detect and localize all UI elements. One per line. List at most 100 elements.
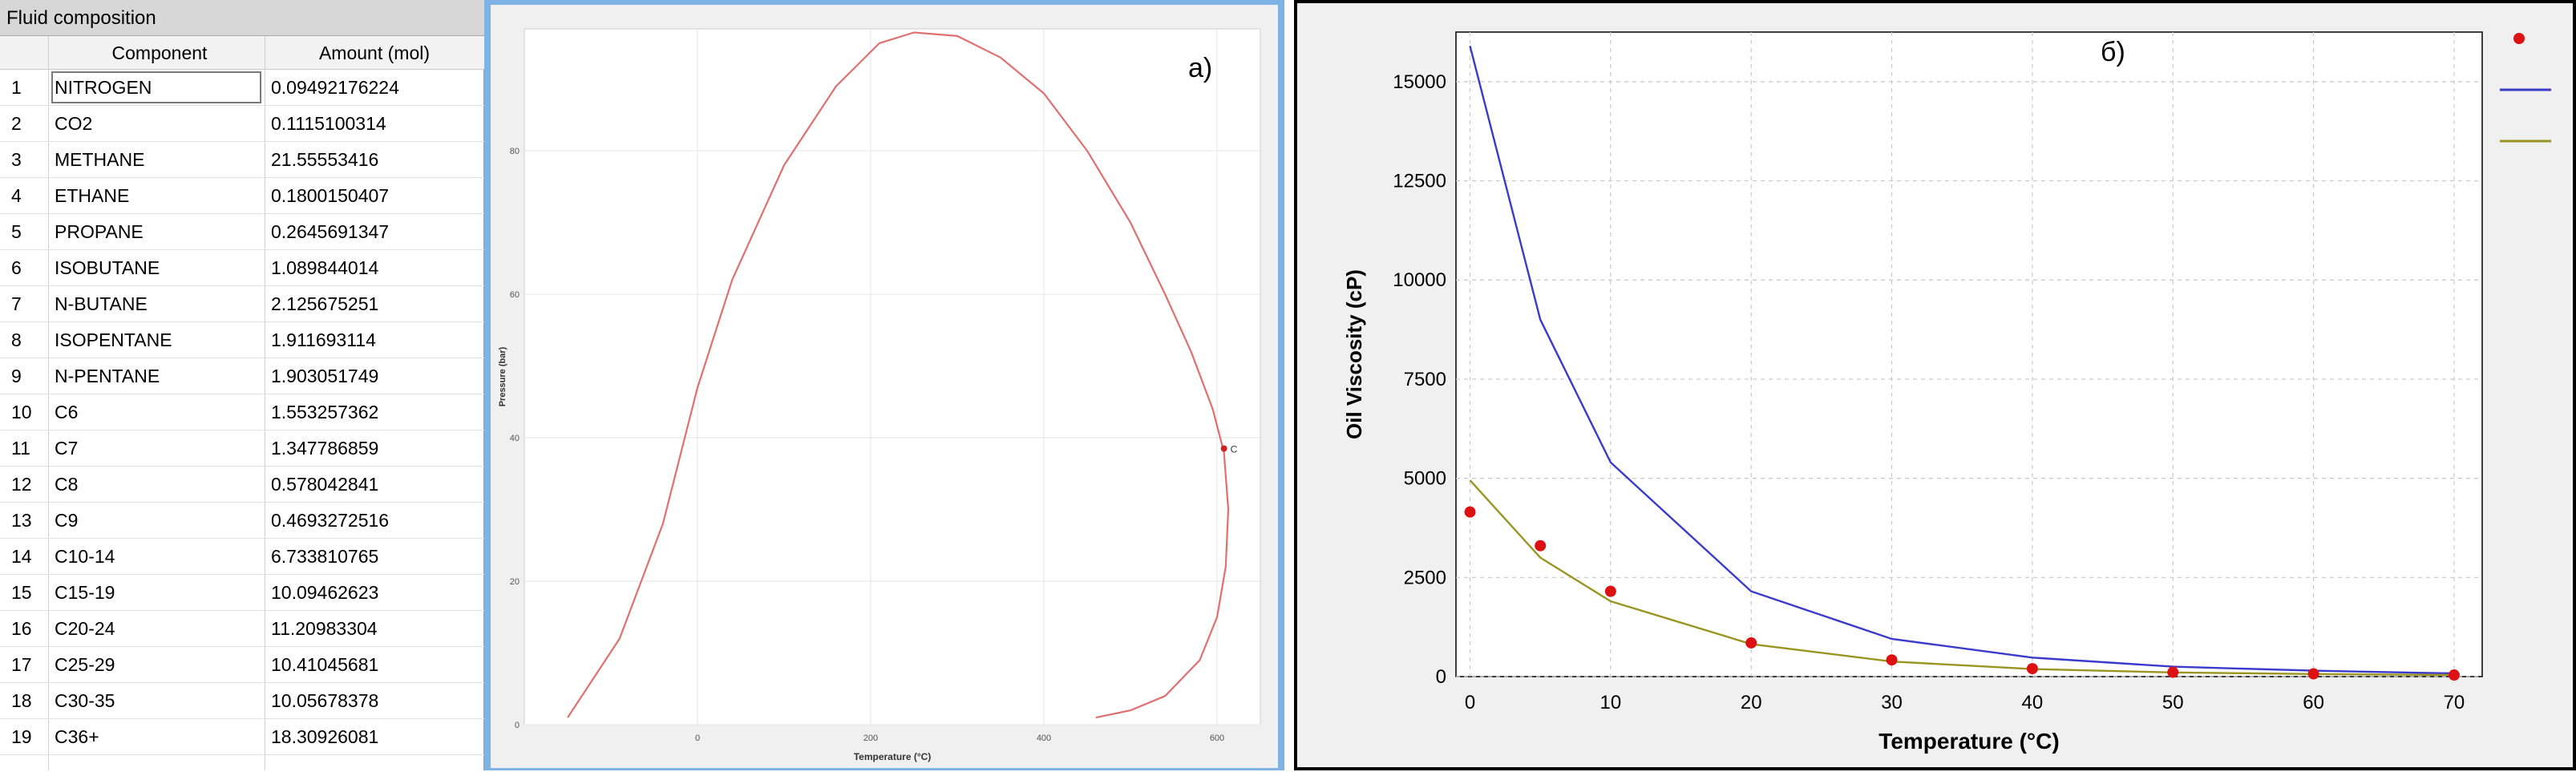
amount-cell[interactable]: 10.41045681	[271, 654, 379, 675]
row-index: 8	[11, 329, 22, 350]
table-row[interactable]: 17 C25-29 10.41045681	[0, 647, 484, 683]
table-row[interactable]: 8 ISOPENTANE 1.911693114	[0, 322, 484, 358]
data-point	[1886, 654, 1898, 666]
column-header-component[interactable]: Component	[111, 42, 208, 63]
table-row[interactable]: 15 C15-19 10.09462623	[0, 575, 484, 611]
table-row[interactable]: 7 N-BUTANE 2.125675251	[0, 286, 484, 322]
component-cell[interactable]: ISOBUTANE	[55, 257, 160, 278]
component-cell[interactable]: PROPANE	[55, 221, 144, 242]
y-tick-label: 15000	[1393, 71, 1446, 93]
amount-cell[interactable]: 6.733810765	[271, 546, 379, 567]
amount-cell[interactable]: 0.09492176224	[271, 77, 399, 98]
amount-cell[interactable]: 10.09462623	[271, 582, 379, 603]
amount-cell[interactable]: 1.903051749	[271, 366, 379, 386]
amount-cell[interactable]: 18.30926081	[271, 726, 379, 747]
amount-cell[interactable]: 0.1800150407	[271, 185, 390, 206]
component-cell[interactable]: C7	[55, 438, 79, 459]
component-cell[interactable]: C36+	[55, 726, 99, 747]
x-tick-label: 400	[1037, 734, 1051, 743]
plot-area	[524, 28, 1261, 726]
row-index: 17	[11, 654, 32, 675]
row-index: 5	[11, 221, 22, 242]
viscosity-panel: 0 10 20 30 40 50 60 70 0 2500 5000 7500 10000 12500 15…	[1294, 0, 2576, 770]
x-tick-label: 30	[1881, 692, 1903, 713]
y-tick-label: 5000	[1404, 468, 1446, 490]
component-cell[interactable]: N-BUTANE	[55, 293, 148, 314]
component-cell[interactable]: C30-35	[55, 690, 115, 711]
component-cell[interactable]: N-PENTANE	[55, 366, 160, 386]
phase-envelope-chart: 0 200 400 600 0 20 40 60 80 Temperature (°C) Press…	[498, 28, 1261, 762]
table-row[interactable]: 18 C30-35 10.05678378	[0, 683, 484, 719]
component-cell[interactable]: C8	[55, 474, 79, 495]
amount-cell[interactable]: 1.089844014	[271, 257, 379, 278]
amount-cell[interactable]: 2.125675251	[271, 293, 379, 314]
data-point	[2167, 666, 2179, 678]
row-index: 1	[11, 77, 22, 98]
row-index: 15	[11, 582, 32, 603]
row-index: 6	[11, 257, 22, 278]
x-tick-label: 10	[1600, 692, 1622, 713]
column-header-amount[interactable]: Amount (mol)	[318, 42, 431, 63]
row-index: 16	[11, 618, 32, 639]
component-cell[interactable]: ISOPENTANE	[55, 329, 172, 350]
x-tick-label: 50	[2162, 692, 2184, 713]
amount-cell[interactable]: 0.4693272516	[271, 510, 390, 531]
row-index: 2	[11, 113, 22, 134]
x-tick-label: 40	[2022, 692, 2044, 713]
x-tick-label: 0	[695, 734, 700, 743]
table-row[interactable]: 2 CO2 0.1115100314	[0, 106, 484, 142]
y-tick-label: 20	[510, 577, 520, 587]
table-row[interactable]: 9 N-PENTANE 1.903051749	[0, 358, 484, 394]
table-row[interactable]: 14 C10-14 6.733810765	[0, 539, 484, 575]
component-cell[interactable]: C15-19	[55, 582, 115, 603]
table-row[interactable]: 12 C8 0.578042841	[0, 467, 484, 503]
y-tick-label: 2500	[1404, 567, 1446, 588]
amount-cell[interactable]: 11.20983304	[271, 618, 378, 639]
component-cell[interactable]: C9	[55, 510, 79, 531]
component-cell[interactable]: ETHANE	[55, 185, 130, 206]
amount-cell[interactable]: 21.55553416	[271, 149, 379, 170]
phase-envelope-plot-area: 0 200 400 600 0 20 40 60 80 Temperature (°C) Press…	[491, 5, 1278, 768]
table-row[interactable]: 11 C7 1.347786859	[0, 430, 484, 467]
component-cell[interactable]: C25-29	[55, 654, 115, 675]
table-row[interactable]: 5 PROPANE 0.2645691347	[0, 214, 484, 250]
table-row[interactable]: 13 C9 0.4693272516	[0, 503, 484, 539]
amount-cell[interactable]: 1.553257362	[271, 402, 379, 422]
component-cell[interactable]: C6	[55, 402, 79, 422]
table-row[interactable]: 4 ETHANE 0.1800150407	[0, 178, 484, 214]
amount-cell[interactable]: 10.05678378	[271, 690, 379, 711]
amount-cell[interactable]: 1.347786859	[271, 438, 379, 459]
viscosity-chart: 0 10 20 30 40 50 60 70 0 2500 5000 7500 10000 12500 15…	[1342, 31, 2551, 754]
y-tick-label: 10000	[1393, 269, 1446, 291]
table-row[interactable]: 19 C36+ 18.30926081	[0, 719, 484, 755]
y-tick-label: 7500	[1404, 369, 1446, 390]
column-divider	[48, 36, 49, 770]
row-index: 10	[11, 402, 32, 422]
component-cell[interactable]: NITROGEN	[55, 77, 152, 98]
component-cell[interactable]: METHANE	[55, 149, 145, 170]
table-row[interactable]: 16 C20-24 11.20983304	[0, 611, 484, 647]
component-cell[interactable]: C10-14	[55, 546, 115, 567]
amount-cell[interactable]: 0.578042841	[271, 474, 379, 495]
amount-cell[interactable]: 0.1115100314	[271, 113, 386, 134]
table-row[interactable]: 10 C6 1.553257362	[0, 394, 484, 430]
x-axis-label: Temperature (°C)	[1878, 729, 2059, 754]
cell-selection-frame	[51, 71, 261, 103]
row-index: 18	[11, 690, 32, 711]
amount-cell[interactable]: 0.2645691347	[271, 221, 390, 242]
data-point	[1745, 637, 1757, 649]
fluid-composition-panel: Fluid composition Component Amount (mol)…	[0, 0, 484, 770]
amount-cell[interactable]: 1.911693114	[271, 329, 376, 350]
table-row[interactable]: 1 NITROGEN 0.09492176224	[0, 70, 484, 106]
table-header: Component Amount (mol)	[0, 36, 484, 70]
table-row[interactable]: 6 ISOBUTANE 1.089844014	[0, 250, 484, 286]
row-index: 4	[11, 185, 22, 206]
y-axis-label: Oil Viscosity (cP)	[1342, 269, 1366, 439]
plot-area	[1455, 31, 2483, 677]
data-point	[1464, 506, 1476, 518]
component-cell[interactable]: CO2	[55, 113, 93, 134]
row-index: 13	[11, 510, 32, 531]
x-tick-label: 0	[1465, 692, 1475, 713]
component-cell[interactable]: C20-24	[55, 618, 115, 639]
table-row[interactable]: 3 METHANE 21.55553416	[0, 142, 484, 178]
